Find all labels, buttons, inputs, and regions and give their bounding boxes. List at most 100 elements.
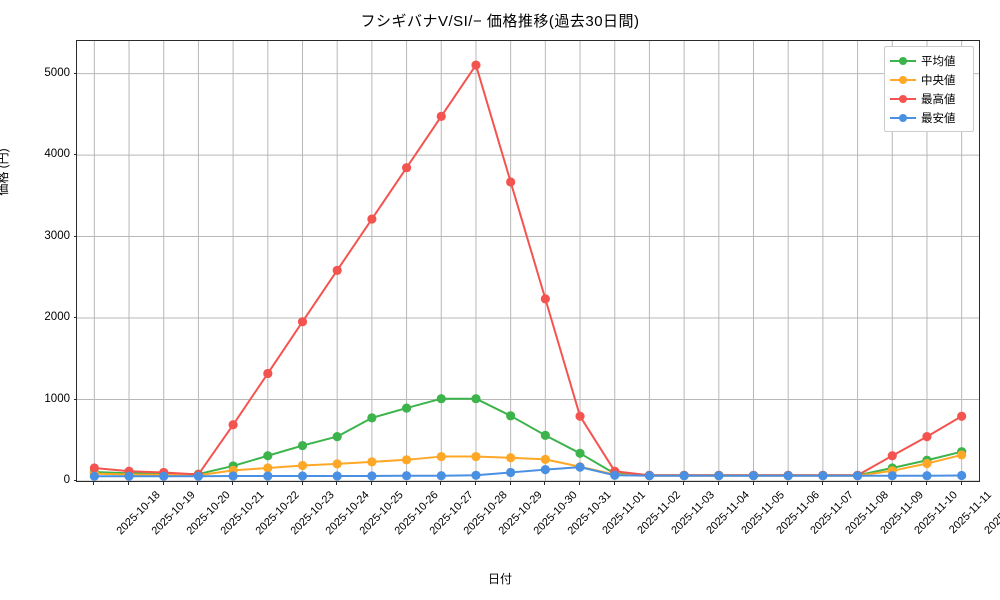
- data-point: [297, 440, 308, 451]
- x-tick-mark: [683, 481, 685, 485]
- series-1: [89, 394, 967, 480]
- data-point: [575, 448, 585, 458]
- data-point: [471, 451, 481, 462]
- data-point: [957, 411, 967, 421]
- x-tick-mark: [440, 481, 442, 485]
- data-point: [748, 471, 759, 481]
- data-point: [193, 471, 204, 481]
- x-tick-mark: [787, 481, 789, 485]
- data-point: [783, 471, 793, 481]
- x-tick-mark: [301, 481, 303, 485]
- data-point: [887, 451, 897, 461]
- x-tick-mark: [197, 481, 199, 485]
- data-point: [540, 454, 550, 465]
- data-point: [436, 394, 446, 404]
- legend-label: 中央値: [921, 74, 956, 87]
- data-point: [852, 471, 863, 481]
- data-point: [714, 471, 724, 481]
- x-tick-mark: [579, 481, 581, 485]
- legend-item-4[interactable]: 最安値: [890, 108, 967, 127]
- data-point: [887, 471, 897, 481]
- legend-label: 最安値: [921, 112, 956, 125]
- series-4: [89, 462, 967, 481]
- x-tick-mark: [717, 481, 719, 485]
- data-point: [957, 470, 967, 481]
- data-point: [471, 60, 481, 70]
- data-point: [159, 471, 169, 481]
- data-point: [436, 471, 446, 481]
- data-point: [263, 368, 273, 379]
- data-point: [610, 470, 620, 480]
- data-point: [367, 457, 377, 467]
- y-tick-label: 1000: [44, 392, 70, 405]
- y-axis-label: 価格 (円): [0, 148, 10, 196]
- data-point: [506, 453, 516, 463]
- x-tick-mark: [128, 481, 130, 485]
- chart-legend: 平均値中央値最高値最安値: [884, 46, 974, 132]
- x-tick-mark: [474, 481, 476, 485]
- data-point: [540, 294, 550, 304]
- x-tick-mark: [405, 481, 407, 485]
- data-point: [436, 451, 446, 462]
- data-point: [367, 214, 377, 224]
- data-point: [297, 460, 308, 471]
- legend-item-2[interactable]: 中央値: [890, 70, 967, 89]
- legend-swatch-icon: [890, 74, 916, 86]
- y-tick-label: 5000: [44, 66, 70, 79]
- legend-item-3[interactable]: 最高値: [890, 89, 967, 108]
- page-title: フシギバナV/SI/− 価格推移(過去30日間): [360, 13, 640, 30]
- x-tick-mark: [370, 481, 372, 485]
- legend-label: 平均値: [921, 55, 956, 68]
- x-tick-mark: [960, 481, 962, 485]
- x-tick-mark: [891, 481, 893, 485]
- data-point: [575, 411, 585, 421]
- data-point: [228, 420, 238, 430]
- series-3: [89, 60, 967, 480]
- data-point: [332, 431, 342, 442]
- legend-label: 最高値: [921, 93, 956, 106]
- data-point: [263, 471, 273, 481]
- data-point: [367, 471, 377, 481]
- x-tick-mark: [613, 481, 615, 485]
- data-point: [89, 471, 99, 481]
- data-point: [922, 458, 932, 469]
- data-point: [263, 451, 273, 461]
- data-point: [506, 467, 516, 478]
- x-tick-mark: [509, 481, 511, 485]
- data-point: [332, 459, 342, 469]
- x-axis-label: 日付: [487, 572, 512, 586]
- legend-item-1[interactable]: 平均値: [890, 51, 967, 70]
- data-point: [401, 471, 412, 481]
- y-tick-label: 4000: [44, 148, 70, 161]
- grid-lines: [77, 41, 979, 481]
- data-point: [401, 403, 412, 413]
- y-tick-label: 2000: [44, 311, 70, 324]
- x-tick-mark: [648, 481, 650, 485]
- x-tick-mark: [925, 481, 927, 485]
- data-point: [540, 464, 550, 475]
- data-point: [540, 430, 550, 440]
- data-point: [401, 455, 412, 465]
- data-point: [436, 111, 446, 121]
- data-point: [471, 470, 481, 480]
- data-point: [297, 317, 308, 327]
- data-point: [263, 463, 273, 473]
- x-tick-mark: [232, 481, 234, 485]
- legend-swatch-icon: [890, 93, 916, 105]
- data-point: [332, 265, 342, 275]
- data-point: [471, 394, 481, 404]
- data-point: [575, 462, 585, 472]
- data-point: [228, 471, 238, 481]
- data-point: [124, 471, 134, 481]
- data-point: [957, 450, 967, 460]
- data-point: [679, 471, 689, 481]
- data-point: [506, 411, 516, 421]
- legend-swatch-icon: [890, 55, 916, 67]
- x-tick-mark: [336, 481, 338, 485]
- y-axis-tick-labels: 0 1000 2000 3000 4000 5000: [8, 0, 78, 600]
- x-tick-mark: [544, 481, 546, 485]
- y-tick-label: 3000: [44, 229, 70, 242]
- data-point: [367, 413, 377, 423]
